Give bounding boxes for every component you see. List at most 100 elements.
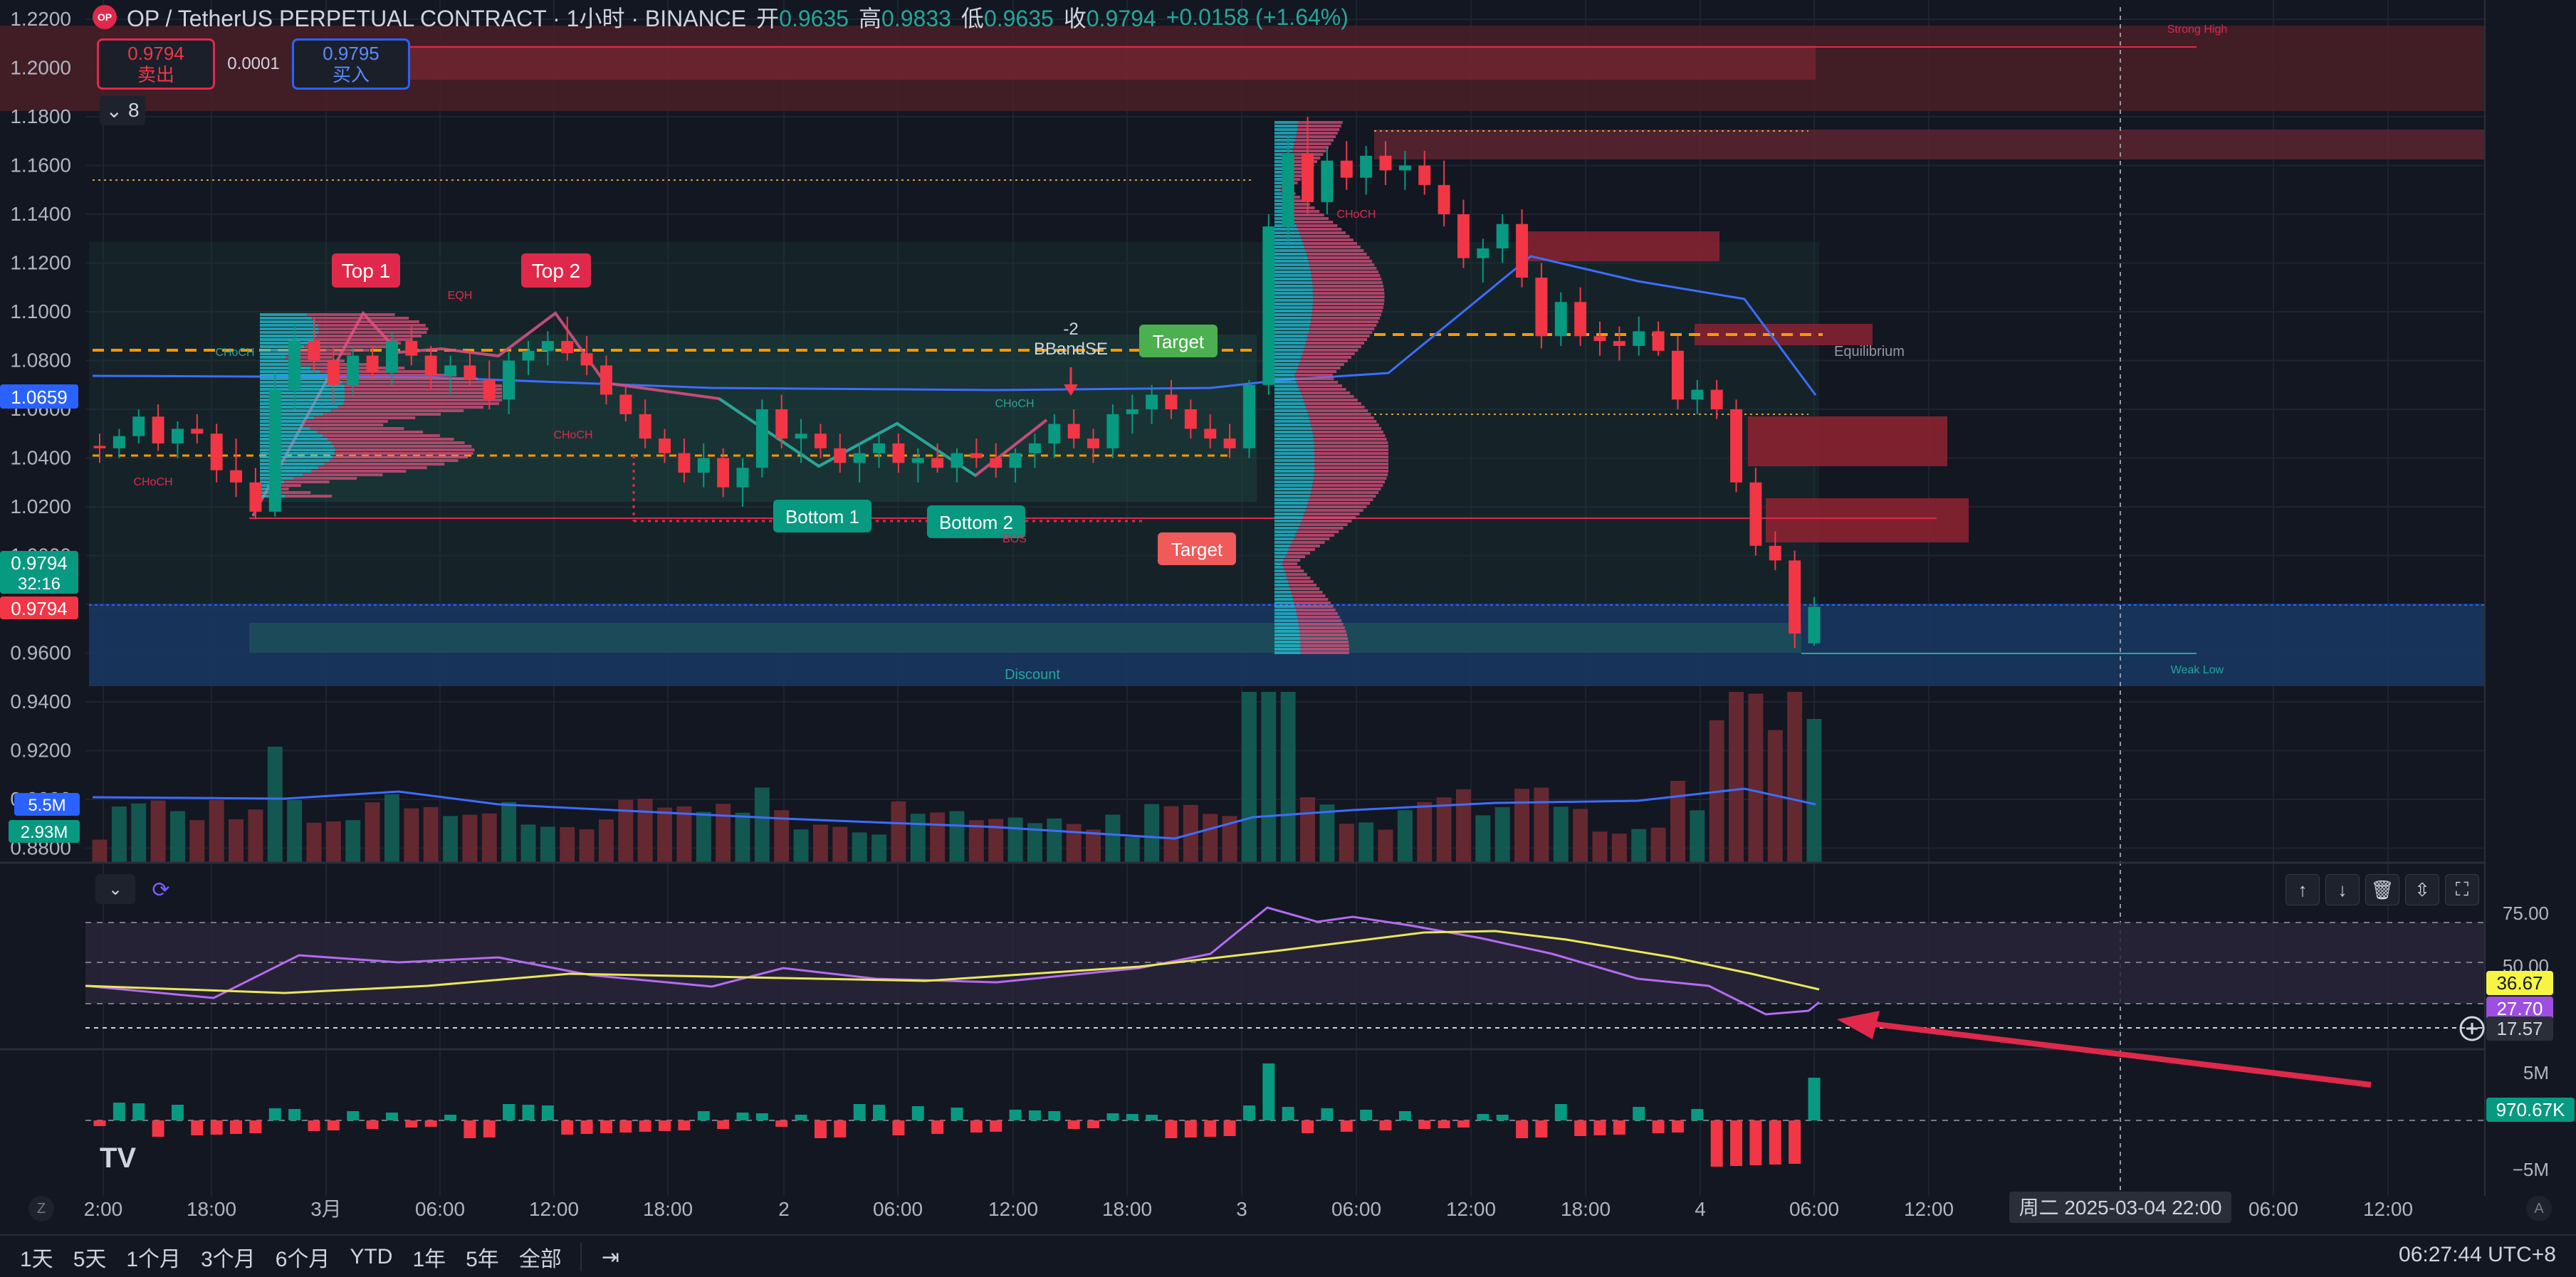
delta-bar	[1691, 1109, 1704, 1120]
candle	[990, 458, 1002, 468]
osc-collapse-button[interactable]: ⌄	[95, 874, 135, 904]
candle	[1067, 424, 1080, 439]
delta-bar	[1710, 1120, 1723, 1167]
volume-bar	[1086, 829, 1101, 863]
candle	[444, 365, 457, 376]
strong-high-label: Strong High	[2167, 23, 2228, 36]
volume-bar	[189, 820, 205, 863]
candle	[639, 414, 651, 439]
delta-bar	[1477, 1114, 1489, 1120]
candle	[1477, 248, 1489, 258]
pane-delete-button[interactable]: 🗑	[2365, 874, 2399, 905]
delta-bar	[600, 1120, 612, 1133]
svg-text:Target: Target	[1171, 539, 1223, 560]
range-all[interactable]: 全部	[518, 1248, 562, 1271]
pane-maximize-button[interactable]: ⛶	[2445, 874, 2479, 905]
delta-bar	[522, 1105, 535, 1120]
sell-button[interactable]: 0.9794 卖出	[97, 38, 215, 90]
candle	[970, 453, 983, 458]
svg-text:Target: Target	[1153, 331, 1205, 352]
volume-bar	[968, 820, 984, 863]
candle	[1321, 160, 1334, 202]
volume-bar	[1553, 806, 1569, 863]
delta-bar	[1398, 1111, 1411, 1120]
sync-icon[interactable]: ⟳	[152, 878, 170, 902]
time-tick: 06:00	[873, 1198, 923, 1220]
range-ytd[interactable]: YTD	[350, 1245, 393, 1268]
range-1m[interactable]: 1个月	[126, 1248, 182, 1271]
trash-icon: 🗑	[2370, 878, 2394, 900]
volume-bar	[1241, 692, 1257, 863]
candle	[1223, 438, 1236, 448]
volume-bar	[1417, 802, 1433, 863]
symbol-title[interactable]: OP / TetherUS PERPETUAL CONTRACT · 1小时 ·…	[127, 6, 747, 31]
delta-bar	[1360, 1110, 1373, 1120]
candle	[1009, 453, 1022, 468]
delta-bar	[1457, 1120, 1470, 1128]
volume-bar	[131, 803, 147, 863]
volume-bar	[560, 827, 575, 863]
time-tick: 12:00	[529, 1198, 579, 1220]
close-value: 0.9794	[1086, 6, 1156, 31]
delta-bar	[1242, 1105, 1255, 1120]
range-5d[interactable]: 5天	[73, 1248, 107, 1271]
buy-button[interactable]: 0.9795 买入	[292, 38, 410, 90]
candle	[132, 416, 145, 436]
candle	[1398, 165, 1411, 171]
pane-move-up-button[interactable]: ↑	[2286, 874, 2320, 905]
volume-bar	[423, 806, 439, 863]
volume-bar	[1124, 837, 1140, 863]
range-1d[interactable]: 1天	[20, 1248, 53, 1271]
delta-bar	[1496, 1115, 1509, 1120]
volume-bar	[1378, 829, 1393, 863]
candle	[483, 379, 496, 400]
candle	[308, 341, 320, 361]
delta-bar	[171, 1105, 184, 1120]
delta-bar	[1613, 1120, 1625, 1135]
delta-bar	[424, 1120, 437, 1127]
pane-collapse-button[interactable]: ⇳	[2405, 874, 2439, 905]
open-value: 0.9635	[779, 6, 849, 31]
time-tick: 12:00	[2363, 1198, 2413, 1220]
eqh-label: EQH	[448, 290, 473, 302]
delta-bar	[1009, 1110, 1022, 1120]
volume-bar	[384, 794, 399, 863]
indicators-toggle-button[interactable]: ⌄ 8	[100, 95, 145, 125]
delta-bar	[288, 1109, 301, 1120]
choch-label-4: CHoCH	[1336, 209, 1376, 221]
choch-label-2: CHoCH	[553, 429, 592, 441]
date-range-icon[interactable]: ⇥	[601, 1245, 619, 1269]
delta-bar	[580, 1120, 593, 1134]
time-tick: 12:00	[1446, 1198, 1496, 1220]
low-label: 低	[960, 6, 984, 31]
range-6m[interactable]: 6个月	[275, 1248, 330, 1271]
order-block-4	[1766, 498, 1969, 542]
zoom-z-button[interactable]: Z	[28, 1196, 54, 1221]
candle	[405, 341, 418, 356]
range-5y[interactable]: 5年	[466, 1248, 499, 1271]
range-1y[interactable]: 1年	[412, 1248, 446, 1271]
add-level-icon[interactable]	[2459, 1016, 2485, 1041]
candle	[795, 433, 807, 439]
chevron-down-icon: ⌄	[105, 99, 122, 122]
candle	[522, 350, 535, 361]
auto-scale-button[interactable]: A	[2526, 1196, 2552, 1221]
delta-bar	[1028, 1110, 1041, 1120]
pane-move-down-button[interactable]: ↓	[2325, 874, 2360, 905]
candle	[1204, 429, 1217, 439]
time-tick: 18:00	[1561, 1198, 1611, 1220]
delta-bar	[132, 1103, 145, 1120]
time-tick: 2	[778, 1198, 790, 1220]
delta-bar	[678, 1120, 691, 1130]
range-3m[interactable]: 3个月	[201, 1248, 256, 1271]
candle	[503, 360, 515, 400]
candle	[1808, 606, 1821, 643]
discount-label: Discount	[1005, 667, 1060, 683]
delta-bar	[1554, 1104, 1567, 1120]
candle	[1691, 389, 1704, 400]
volume-bar	[1494, 807, 1510, 863]
candle	[93, 446, 106, 448]
candle	[1438, 184, 1450, 214]
clock[interactable]: 06:27:44 UTC+8	[2399, 1243, 2556, 1266]
